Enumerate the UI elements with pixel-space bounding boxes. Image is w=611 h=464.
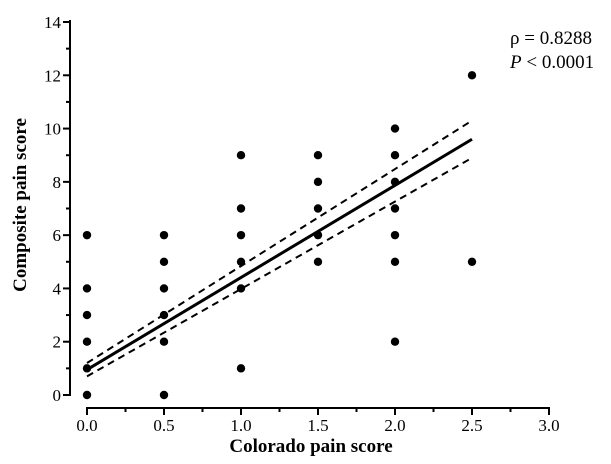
rho-symbol: ρ: [510, 28, 519, 49]
data-point: [313, 151, 323, 160]
regression-line-group: [86, 137, 473, 371]
data-point: [313, 204, 323, 213]
data-point: [313, 177, 323, 187]
y-tick-label: 8: [53, 173, 62, 192]
data-point: [390, 124, 400, 133]
y-tick-label: 0: [53, 386, 62, 405]
y-tick-label: 6: [53, 226, 62, 245]
data-point: [313, 230, 323, 240]
p-annotation: P < 0.0001: [509, 52, 594, 73]
rho-value: = 0.8288: [519, 28, 591, 49]
data-point: [390, 230, 400, 240]
y-tick-label: 10: [44, 120, 61, 139]
data-point: [236, 364, 246, 373]
y-tick-label: 4: [53, 279, 62, 298]
y-tick-label: 12: [44, 66, 61, 85]
data-point: [236, 204, 246, 213]
data-point: [390, 257, 400, 266]
y-axis-title: Composite pain score: [10, 118, 31, 292]
x-tick-label: 1.5: [307, 416, 328, 435]
data-point: [82, 230, 92, 240]
data-points: [82, 71, 477, 400]
x-tick-label: 1.0: [230, 416, 251, 435]
data-point: [313, 257, 323, 266]
data-point: [159, 257, 169, 266]
data-point: [236, 151, 246, 160]
data-point: [159, 230, 169, 240]
rho-annotation: ρ = 0.8288: [510, 28, 592, 49]
x-tick-label: 3.0: [538, 416, 559, 435]
ci-lower-line: [86, 157, 473, 378]
regression-line: [86, 137, 473, 371]
stats-annotation: ρ = 0.8288 P < 0.0001: [509, 28, 594, 73]
p-value: < 0.0001: [522, 52, 594, 73]
data-point: [467, 257, 477, 266]
x-tick-label: 2.0: [384, 416, 405, 435]
data-point: [390, 337, 400, 346]
axes: [69, 20, 550, 409]
x-tick-label: 0.0: [76, 416, 97, 435]
data-point: [82, 337, 92, 346]
y-tick-label: 14: [44, 13, 62, 32]
x-tick-label: 0.5: [153, 416, 174, 435]
x-axis-ticks: 0.0 0.5 1.0 1.5 2.0 2.5 3.0: [76, 408, 560, 435]
x-axis-title: Colorado pain score: [229, 436, 392, 457]
data-point: [236, 230, 246, 240]
confidence-band: [86, 119, 473, 378]
data-point: [82, 364, 92, 373]
data-point: [159, 284, 169, 293]
data-point: [390, 204, 400, 213]
data-point: [82, 284, 92, 293]
data-point: [82, 390, 92, 400]
data-point: [82, 310, 92, 320]
data-point: [390, 177, 400, 187]
ci-upper-line: [86, 119, 473, 364]
y-tick-label: 2: [53, 333, 62, 352]
data-point: [236, 284, 246, 293]
data-point: [159, 390, 169, 400]
data-point: [236, 257, 246, 266]
x-tick-label: 2.5: [461, 416, 482, 435]
data-point: [467, 71, 477, 80]
data-point: [159, 337, 169, 346]
y-axis-ticks: 0 2 4 6 8 10 12 14: [44, 13, 70, 405]
data-point: [159, 310, 169, 320]
p-symbol: P: [509, 52, 522, 73]
data-point: [390, 151, 400, 160]
